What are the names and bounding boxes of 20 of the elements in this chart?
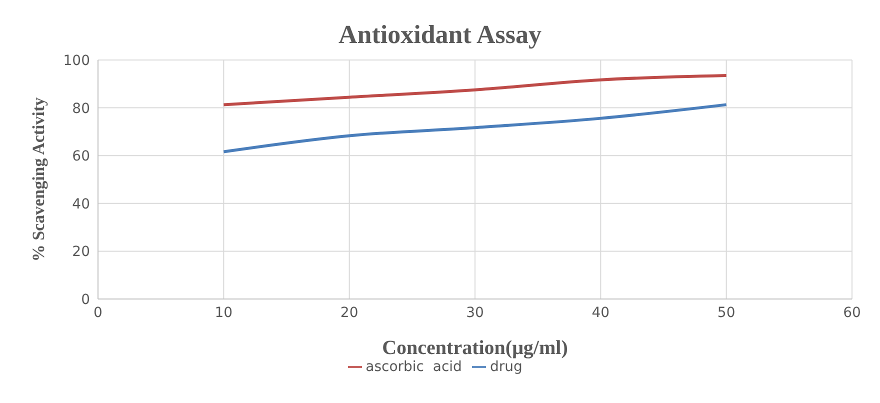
x-axis-title: Concentration(μg/ml) bbox=[382, 337, 568, 359]
x-tick-label: 0 bbox=[94, 304, 102, 321]
y-tick-label: 60 bbox=[72, 148, 90, 165]
y-tick-label: 20 bbox=[72, 244, 90, 260]
line-series bbox=[222, 74, 728, 106]
x-tick-label: 30 bbox=[466, 304, 484, 321]
y-tick-label: 80 bbox=[72, 100, 90, 117]
legend-label: drug bbox=[490, 359, 522, 375]
y-axis-title: % Scavenging Activity bbox=[29, 96, 48, 262]
x-tick-label: 20 bbox=[340, 304, 358, 321]
x-tick-label: 50 bbox=[717, 304, 736, 321]
line-series bbox=[222, 103, 728, 154]
x-tick-label: 10 bbox=[214, 304, 233, 321]
y-tick-label: 40 bbox=[72, 196, 90, 212]
legend-label: ascorbic acid bbox=[366, 359, 462, 375]
y-tick-label: 0 bbox=[81, 292, 90, 308]
x-tick-label: 40 bbox=[592, 304, 610, 321]
x-tick-label: 60 bbox=[843, 304, 861, 321]
y-tick-label: 100 bbox=[63, 52, 90, 69]
chart-title: Antioxidant Assay bbox=[338, 20, 542, 50]
